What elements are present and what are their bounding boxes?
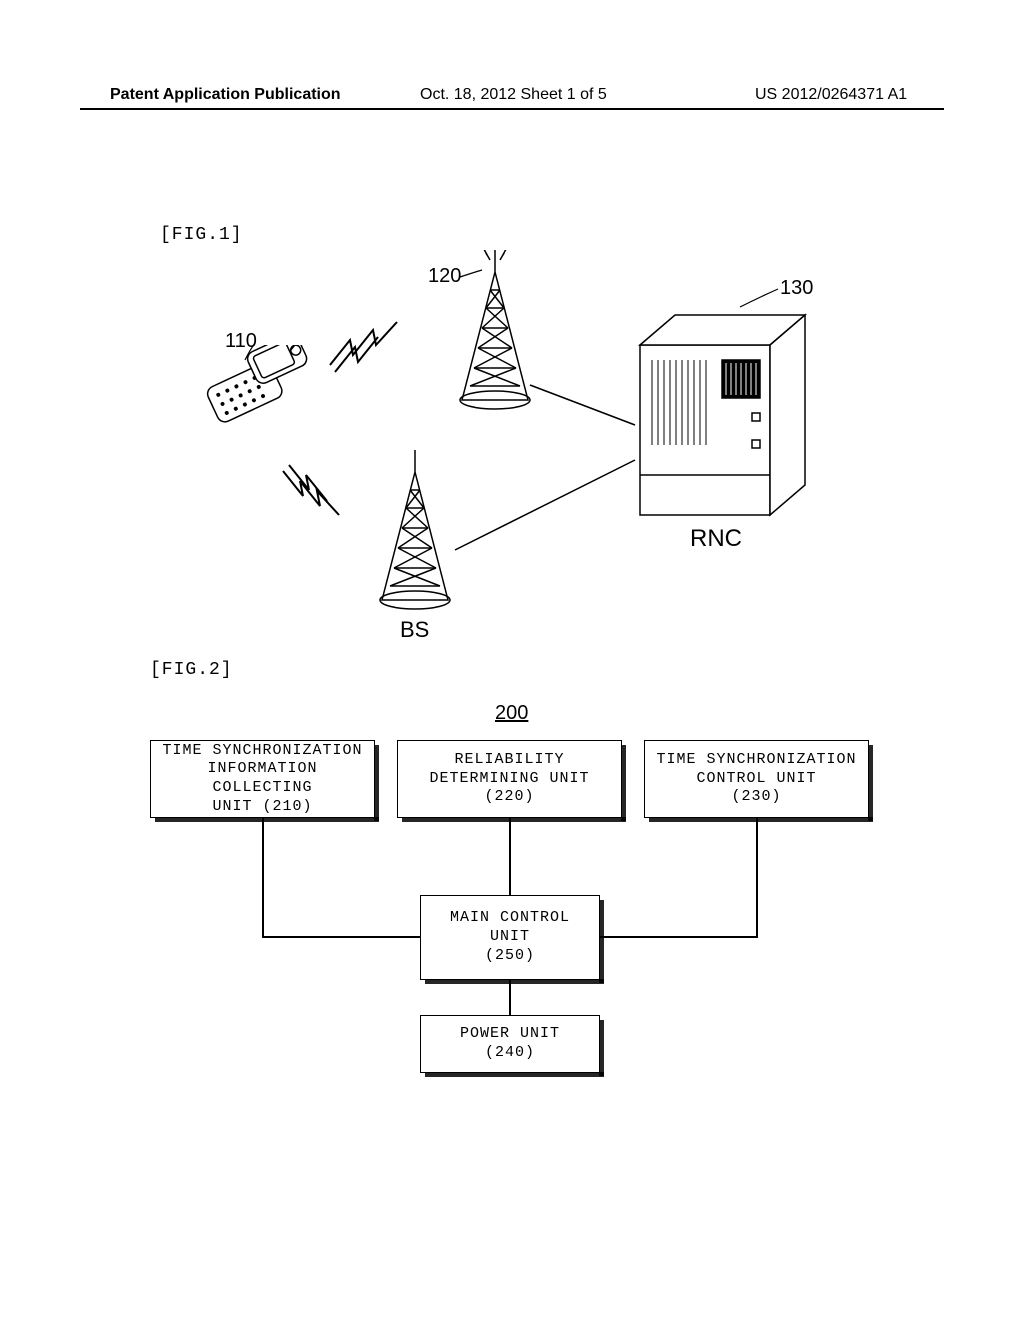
unit-line: DETERMINING UNIT [402,770,617,789]
unit-collecting: TIME SYNCHRONIZATION INFORMATION COLLECT… [150,740,375,818]
wire [509,980,511,1015]
page: Patent Application Publication Oct. 18, … [0,0,1024,1320]
unit-line: UNIT (210) [155,798,370,817]
unit-line: CONTROL UNIT [649,770,864,789]
fig2-label: [FIG.2] [150,660,233,680]
unit-reliability: RELIABILITY DETERMINING UNIT (220) [397,740,622,818]
wire [262,818,264,938]
unit-line: MAIN CONTROL [425,909,595,928]
wire [509,818,511,895]
unit-line: (240) [425,1044,595,1063]
unit-line: (250) [425,947,595,966]
unit-power: POWER UNIT (240) [420,1015,600,1073]
wire [756,818,758,938]
unit-line: TIME SYNCHRONIZATION [155,742,370,761]
unit-line: (220) [402,788,617,807]
ref-200: 200 [495,702,528,725]
unit-control: TIME SYNCHRONIZATION CONTROL UNIT (230) [644,740,869,818]
figure-2: [FIG.2] 200 TIME SYNCHRONIZATION INFORMA… [150,660,870,1100]
unit-line: UNIT [425,928,595,947]
wire [600,936,758,938]
unit-line: RELIABILITY [402,751,617,770]
unit-line: POWER UNIT [425,1025,595,1044]
unit-main-control: MAIN CONTROL UNIT (250) [420,895,600,980]
wire [262,936,420,938]
unit-line: TIME SYNCHRONIZATION [649,751,864,770]
header-right: US 2012/0264371 A1 [755,86,907,104]
header-rule [80,108,944,110]
rnc-cabinet-icon [630,305,830,535]
header-left: Patent Application Publication [110,86,341,104]
header-middle: Oct. 18, 2012 Sheet 1 of 5 [420,86,607,104]
unit-line: (230) [649,788,864,807]
unit-line: INFORMATION COLLECTING [155,760,370,798]
rnc-label: RNC [690,525,742,553]
figure-1: [FIG.1] 110 120 130 [160,225,860,625]
